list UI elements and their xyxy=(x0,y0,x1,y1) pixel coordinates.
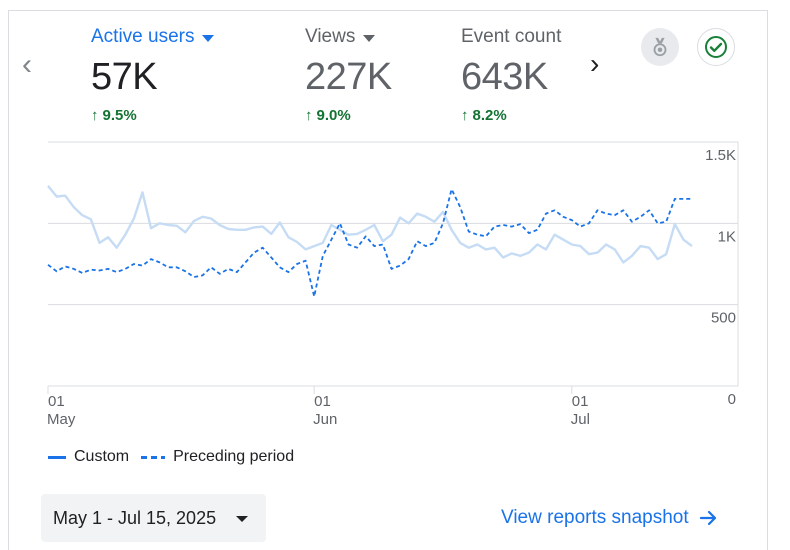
x-tick-day: 01 xyxy=(314,393,331,410)
metric-label-wrap: Event count xyxy=(461,26,561,48)
legend-swatch-dashed xyxy=(141,455,166,459)
arrow-up-icon: ↑ xyxy=(461,107,469,124)
legend-item-custom[interactable]: Custom xyxy=(48,448,129,466)
line-chart: 01 May 01 Jun 01 Jul 0 500 1K 1.5K xyxy=(0,130,790,440)
caret-down-icon xyxy=(236,516,248,522)
legend-swatch-solid xyxy=(48,455,66,459)
x-tick-day: 01 xyxy=(572,393,589,410)
y-tick-label: 1.5K xyxy=(705,147,736,164)
metric-change-value: 9.5% xyxy=(102,107,137,124)
check-circle-icon-svg xyxy=(705,36,727,58)
metric-change-value: 8.2% xyxy=(472,107,507,124)
caret-down-icon[interactable] xyxy=(202,34,215,42)
card-frame xyxy=(8,10,768,550)
metric-event-count[interactable]: Event count 643K ↑ 8.2% xyxy=(461,26,561,124)
metric-label: Active users xyxy=(91,26,195,47)
legend-label-preceding: Preceding period xyxy=(173,448,295,465)
y-tick-label: 1K xyxy=(718,228,736,245)
metric-change: ↑ 9.5% xyxy=(91,107,214,124)
chart-lines xyxy=(47,185,693,298)
metric-views[interactable]: Views 227K ↑ 9.0% xyxy=(305,26,392,124)
series-line-preceding xyxy=(47,188,692,298)
metric-label-wrap: Active users xyxy=(91,26,215,48)
x-tick-month: Jul xyxy=(571,411,590,428)
chart-legend: Custom Preceding period xyxy=(48,448,294,466)
x-tick-month: May xyxy=(47,411,76,428)
metric-label: Event count xyxy=(461,26,562,47)
metric-change-value: 9.0% xyxy=(316,107,351,124)
caret-down-icon[interactable] xyxy=(363,34,376,42)
y-tick-label: 0 xyxy=(728,391,736,408)
metric-change: ↑ 9.0% xyxy=(305,107,392,124)
x-tick-day: 01 xyxy=(48,393,65,410)
medal-icon[interactable] xyxy=(641,28,679,66)
view-reports-snapshot-link[interactable]: View reports snapshot xyxy=(501,507,719,529)
arrow-up-icon: ↑ xyxy=(91,107,99,124)
date-range-value: May 1 - Jul 15, 2025 xyxy=(53,507,217,528)
y-axis-ticks: 0 500 1K 1.5K xyxy=(705,147,736,408)
legend-item-preceding[interactable]: Preceding period xyxy=(141,448,294,466)
check-circle-icon[interactable] xyxy=(697,28,735,66)
metric-change: ↑ 8.2% xyxy=(461,107,561,124)
series-line-custom xyxy=(47,185,693,264)
arrow-up-icon: ↑ xyxy=(305,107,313,124)
metric-active-users[interactable]: Active users 57K ↑ 9.5% xyxy=(91,26,215,124)
metric-label: Views xyxy=(305,26,356,47)
chart-grid xyxy=(48,141,739,387)
snapshot-link-label: View reports snapshot xyxy=(501,507,689,528)
medal-icon-svg xyxy=(653,37,667,57)
chevron-left-icon[interactable]: ‹ xyxy=(22,48,32,81)
metric-value: 57K xyxy=(91,56,158,98)
chevron-right-icon[interactable]: › xyxy=(590,48,600,79)
legend-label-custom: Custom xyxy=(74,448,130,465)
metric-value: 643K xyxy=(461,56,548,98)
metric-label-wrap: Views xyxy=(305,26,392,48)
date-range-select[interactable]: May 1 - Jul 15, 2025 xyxy=(41,494,266,542)
x-tick-month: Jun xyxy=(313,411,337,428)
arrow-right-icon xyxy=(699,510,716,526)
y-tick-label: 500 xyxy=(711,310,736,327)
metric-value: 227K xyxy=(305,56,392,98)
